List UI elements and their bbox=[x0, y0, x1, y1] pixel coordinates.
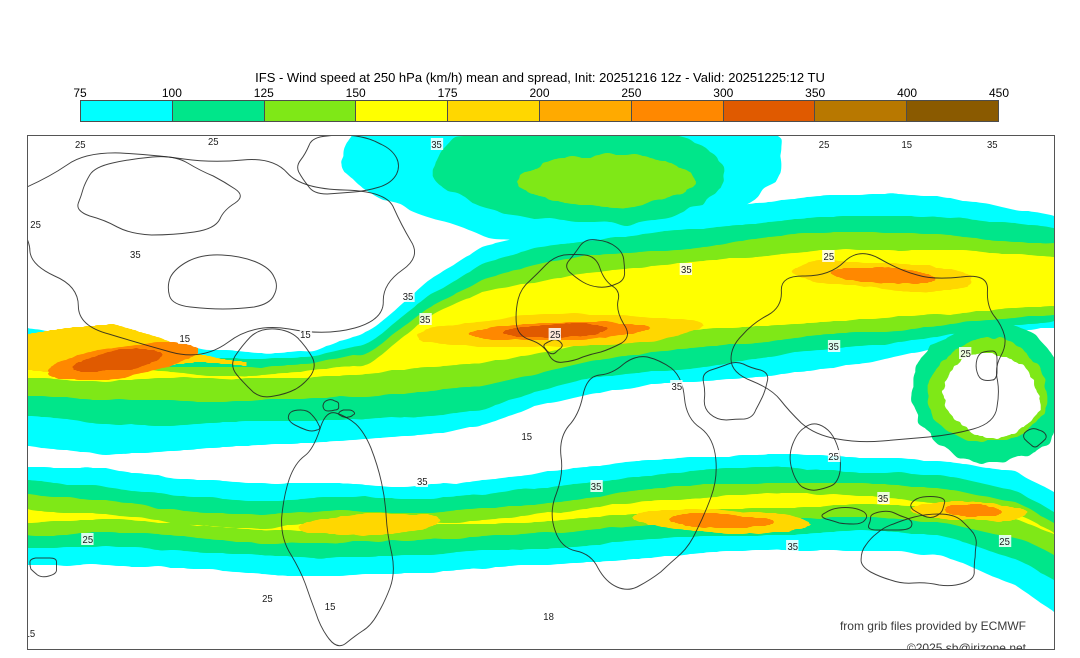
svg-text:25: 25 bbox=[550, 330, 561, 341]
svg-text:25: 25 bbox=[262, 594, 273, 605]
svg-text:15: 15 bbox=[901, 140, 912, 151]
svg-text:15: 15 bbox=[179, 334, 190, 345]
svg-text:15: 15 bbox=[325, 602, 336, 613]
svg-text:35: 35 bbox=[672, 382, 683, 393]
svg-text:35: 35 bbox=[130, 250, 141, 261]
svg-text:25: 25 bbox=[75, 140, 86, 151]
svg-text:25: 25 bbox=[999, 537, 1010, 548]
svg-text:15: 15 bbox=[521, 432, 532, 443]
svg-text:35: 35 bbox=[417, 477, 428, 488]
svg-text:25: 25 bbox=[30, 220, 41, 231]
svg-text:35: 35 bbox=[828, 342, 839, 353]
svg-text:15: 15 bbox=[300, 330, 311, 341]
svg-text:35: 35 bbox=[681, 265, 692, 276]
svg-text:25: 25 bbox=[824, 252, 835, 263]
svg-text:25: 25 bbox=[83, 535, 94, 546]
svg-text:35: 35 bbox=[431, 140, 442, 151]
svg-text:35: 35 bbox=[591, 482, 602, 493]
svg-text:25: 25 bbox=[819, 140, 830, 151]
svg-text:35: 35 bbox=[420, 315, 431, 326]
svg-text:35: 35 bbox=[878, 494, 889, 505]
svg-text:25: 25 bbox=[208, 137, 219, 148]
svg-text:35: 35 bbox=[403, 292, 414, 303]
svg-text:35: 35 bbox=[987, 140, 998, 151]
svg-text:18: 18 bbox=[543, 612, 554, 623]
svg-text:15: 15 bbox=[28, 629, 36, 640]
svg-text:25: 25 bbox=[960, 349, 971, 360]
svg-text:35: 35 bbox=[787, 542, 798, 553]
svg-text:25: 25 bbox=[828, 452, 839, 463]
